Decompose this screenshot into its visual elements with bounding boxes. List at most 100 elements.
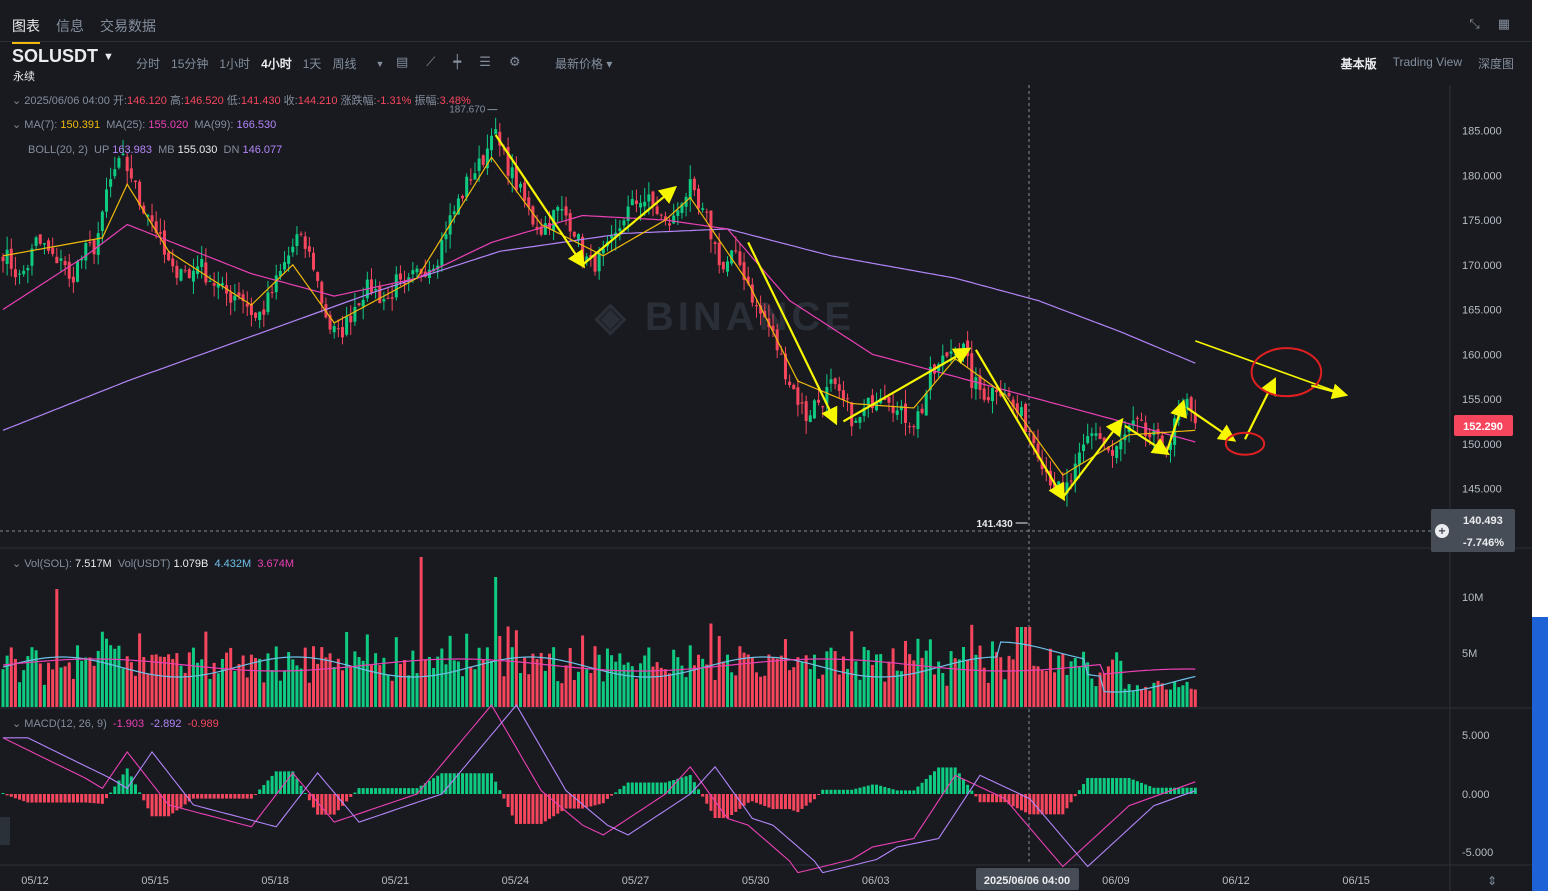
interval-time[interactable]: 分时 — [136, 57, 161, 71]
macd-histogram-bar — [676, 778, 680, 794]
indicator-icon[interactable]: ┿ — [453, 54, 462, 69]
candle-body — [481, 155, 485, 165]
macd-histogram-bar — [610, 794, 614, 796]
interval-1w[interactable]: 周线 — [332, 57, 357, 71]
interval-more-icon[interactable]: ▼ — [375, 58, 385, 69]
calendar-icon[interactable]: ▤ — [396, 54, 409, 69]
candle-body — [1040, 461, 1044, 470]
volume-bar — [237, 664, 241, 707]
interval-1h[interactable]: 1小时 — [219, 57, 251, 71]
symbol-name[interactable]: SOLUSDT — [12, 46, 99, 66]
candle-body — [1036, 443, 1040, 458]
interval-1d[interactable]: 1天 — [302, 57, 322, 71]
volume-bar — [448, 635, 452, 707]
macd-histogram-bar — [966, 784, 970, 794]
interval-15m[interactable]: 15分钟 — [171, 57, 209, 71]
tab-info[interactable]: 信息 — [56, 18, 84, 34]
candle-body — [80, 258, 84, 261]
candle-body — [920, 408, 924, 414]
volume-bar — [1086, 662, 1090, 707]
volume-bar — [854, 661, 858, 707]
volume-bar — [92, 665, 96, 707]
macd-histogram-bar — [316, 794, 320, 815]
candle-body — [717, 242, 721, 266]
binance-watermark: ◈ BINANCE — [594, 295, 855, 339]
candle-body — [556, 207, 560, 211]
volume-bar — [477, 647, 481, 707]
candle-body — [634, 200, 638, 205]
macd-histogram-bar — [709, 794, 713, 811]
macd-histogram-bar — [162, 794, 166, 817]
macd-histogram-bar — [485, 773, 489, 794]
macd-histogram-bar — [1007, 794, 1011, 805]
view-depth[interactable]: 深度图 — [1477, 57, 1514, 71]
volume-bar — [378, 665, 382, 707]
candle-body — [779, 353, 783, 355]
candle-body — [709, 210, 713, 240]
macd-histogram-bar — [175, 794, 179, 811]
tab-chart[interactable]: 图表 — [12, 16, 40, 44]
price-chart[interactable]: ◈ BINANCE 185.000 180.000 175.000 170.000 165… — [0, 85, 1532, 891]
volume-bar — [933, 674, 936, 707]
volume-bar — [490, 660, 494, 707]
candle-body — [953, 353, 957, 355]
volume-bar — [875, 654, 879, 707]
candle-body — [473, 173, 477, 180]
price-type-select[interactable]: 最新价格 ▾ — [555, 57, 613, 71]
volume-bar — [763, 675, 767, 707]
view-tradingview[interactable]: Trading View — [1392, 55, 1462, 69]
macd-histogram-bar — [18, 794, 22, 800]
macd-histogram-bar — [585, 794, 589, 808]
annotation-arrow — [842, 347, 972, 423]
macd-histogram-bar — [423, 783, 427, 794]
macd-histogram-bar — [129, 776, 133, 794]
volume-bar — [249, 654, 253, 707]
macd-histogram-bar — [444, 773, 448, 794]
candle-body — [84, 243, 88, 261]
volume-bar — [821, 674, 825, 707]
volume-bar — [59, 667, 63, 707]
volume-bar — [1193, 689, 1197, 707]
volume-bar — [726, 654, 729, 707]
volume-bar — [142, 656, 146, 707]
macd-histogram-bar — [527, 794, 531, 824]
volume-bar — [225, 652, 229, 707]
macd-histogram-bar — [1127, 777, 1131, 794]
template-icon[interactable]: ☰ — [479, 54, 491, 69]
volume-bar — [411, 650, 415, 707]
annotation-arrow — [581, 185, 678, 266]
macd-histogram-bar — [1036, 794, 1040, 815]
view-basic[interactable]: 基本版 — [1340, 57, 1377, 71]
volume-bar — [204, 631, 208, 707]
interval-4h[interactable]: 4小时 — [261, 57, 292, 71]
macd-histogram-bar — [456, 773, 460, 794]
volume-bar — [1011, 659, 1015, 707]
candle-body — [490, 135, 494, 151]
volume-bar — [841, 656, 845, 707]
volume-bar — [788, 670, 792, 707]
macd-histogram-bar — [995, 794, 999, 803]
layout-icon[interactable]: ▦ — [1497, 16, 1510, 31]
macd-histogram-bar — [821, 789, 825, 794]
macd-histogram-bar — [34, 794, 38, 803]
tab-trading-data[interactable]: 交易数据 — [100, 18, 156, 34]
macd-histogram-bar — [55, 794, 59, 803]
macd-histogram-bar — [133, 784, 137, 794]
volume-bar — [432, 667, 436, 707]
candle-body — [796, 387, 800, 405]
volume-bar — [585, 669, 589, 707]
volume-bar — [576, 671, 580, 707]
macd-histogram-bar — [1065, 794, 1069, 809]
macd-histogram-bar — [1131, 779, 1135, 794]
candle-body — [800, 402, 804, 404]
volume-bar — [138, 633, 142, 707]
volume-bar — [473, 669, 477, 707]
expand-icon[interactable]: ⤡ — [1469, 16, 1480, 31]
settings-icon[interactable]: ⚙ — [508, 54, 521, 69]
symbol-caret-icon[interactable]: ▼ — [103, 51, 114, 63]
candle-body — [688, 179, 692, 200]
draw-tool-icon[interactable]: ⟋ — [426, 54, 436, 69]
volume-bar — [663, 669, 667, 707]
macd-histogram-bar — [109, 792, 113, 794]
macd-histogram-bar — [506, 794, 510, 808]
